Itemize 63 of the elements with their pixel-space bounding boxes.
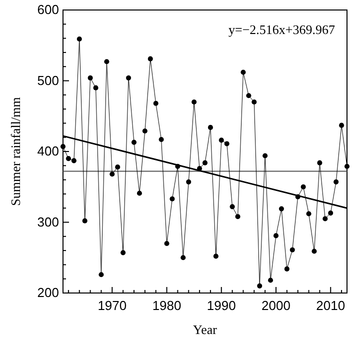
point	[246, 93, 252, 98]
point	[328, 210, 334, 216]
point	[208, 124, 213, 130]
point	[252, 99, 257, 104]
x-axis-title: Year	[193, 322, 218, 337]
point	[240, 70, 246, 75]
x-tick-label: 2010	[316, 298, 346, 314]
point	[136, 190, 142, 196]
point	[202, 160, 208, 166]
point	[213, 254, 218, 259]
point	[142, 128, 148, 134]
point	[273, 233, 279, 238]
annotation: y=−2.516x+369.967	[228, 22, 336, 37]
y-axis-title: Summer rainfall/mm	[8, 97, 23, 206]
y-tick-label: 500	[37, 72, 59, 88]
x-tick-label: 1980	[152, 298, 182, 314]
point	[88, 75, 93, 80]
point	[104, 59, 110, 64]
point	[235, 214, 240, 220]
point	[268, 278, 274, 283]
point	[120, 250, 126, 256]
point	[93, 85, 98, 90]
point	[322, 216, 328, 222]
point	[300, 184, 306, 190]
y-tick-label: 300	[37, 214, 59, 230]
point	[312, 248, 317, 254]
y-tick-label: 600	[37, 2, 59, 18]
point	[290, 247, 295, 252]
point	[334, 179, 339, 184]
point	[306, 211, 312, 216]
x-tick-label: 1970	[98, 298, 127, 314]
y-tick-label: 200	[37, 285, 59, 300]
point	[148, 56, 153, 62]
point	[224, 141, 230, 146]
point	[230, 204, 235, 210]
point	[110, 172, 115, 177]
point	[180, 255, 186, 260]
point	[158, 136, 164, 142]
point	[153, 100, 158, 106]
point	[186, 179, 192, 184]
point	[278, 206, 284, 212]
point	[344, 164, 350, 169]
point	[284, 266, 290, 272]
point	[60, 144, 66, 150]
point	[71, 158, 76, 164]
point	[164, 240, 170, 246]
point	[76, 36, 82, 42]
point	[262, 153, 268, 158]
point	[66, 156, 71, 162]
point	[192, 99, 197, 104]
y-tick-label: 400	[37, 144, 59, 159]
point	[131, 140, 137, 145]
point	[257, 283, 262, 288]
point	[82, 218, 88, 224]
point	[126, 75, 132, 80]
x-tick-label: 1990	[206, 298, 236, 314]
point	[98, 272, 104, 278]
point	[170, 196, 175, 202]
point	[218, 138, 224, 143]
point	[317, 160, 322, 166]
point	[339, 122, 344, 128]
x-tick-label: 2000	[262, 298, 290, 314]
point	[115, 164, 120, 170]
